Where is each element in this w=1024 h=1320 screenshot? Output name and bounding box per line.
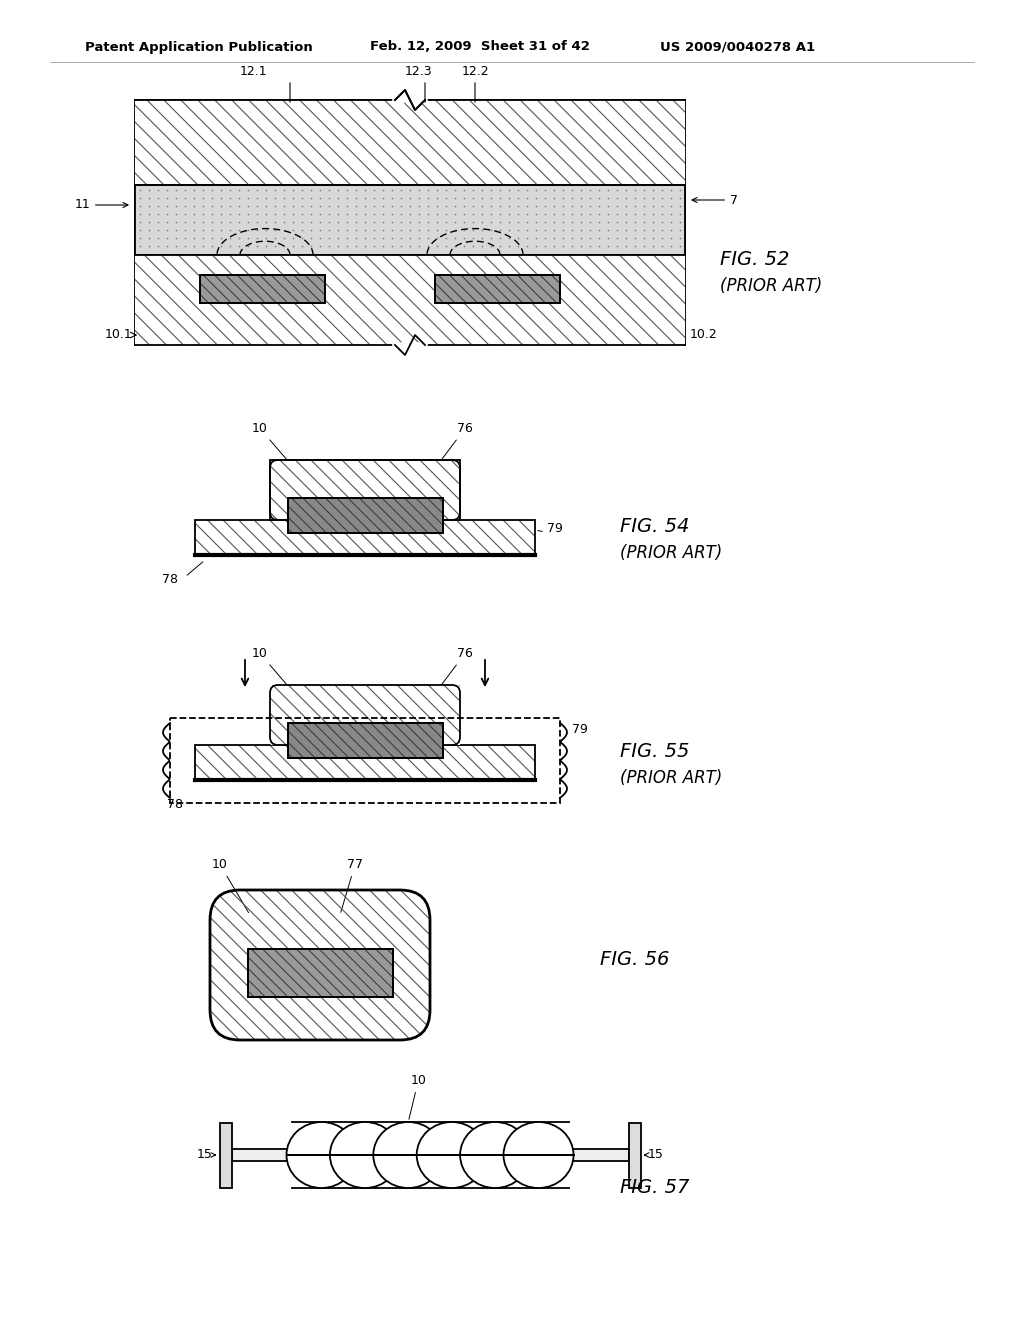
Text: FIG. 54: FIG. 54 — [620, 517, 689, 536]
Text: 76: 76 — [432, 422, 473, 473]
Text: 78: 78 — [167, 799, 183, 810]
Text: (PRIOR ART): (PRIOR ART) — [620, 544, 722, 562]
Text: US 2009/0040278 A1: US 2009/0040278 A1 — [660, 41, 815, 54]
Bar — [248, 949, 393, 997]
Ellipse shape — [287, 1122, 356, 1188]
Text: 12.3: 12.3 — [404, 65, 432, 78]
Bar — [195, 520, 535, 554]
Text: FIG. 55: FIG. 55 — [620, 742, 689, 762]
Bar — [200, 275, 325, 304]
Bar — [135, 255, 685, 345]
Ellipse shape — [374, 1122, 443, 1188]
Text: (PRIOR ART): (PRIOR ART) — [620, 770, 722, 787]
Text: 78: 78 — [162, 573, 178, 586]
Text: 77: 77 — [341, 858, 362, 912]
Bar — [135, 185, 685, 255]
Text: 10: 10 — [252, 422, 298, 473]
Bar — [288, 498, 443, 533]
Text: 10.1: 10.1 — [104, 329, 132, 342]
Ellipse shape — [330, 1122, 400, 1188]
Bar — [288, 723, 443, 758]
Text: FIG. 56: FIG. 56 — [600, 950, 670, 969]
Text: 10: 10 — [252, 647, 298, 698]
Bar — [248, 949, 393, 997]
Text: 79: 79 — [547, 521, 563, 535]
Ellipse shape — [417, 1122, 486, 1188]
Bar — [435, 275, 560, 304]
Bar — [195, 744, 535, 780]
Ellipse shape — [504, 1122, 573, 1188]
Text: FIG. 57: FIG. 57 — [620, 1177, 689, 1197]
Bar — [270, 685, 460, 744]
Ellipse shape — [460, 1122, 530, 1188]
Text: Patent Application Publication: Patent Application Publication — [85, 41, 312, 54]
Bar — [219, 1123, 231, 1188]
Bar — [435, 275, 560, 304]
Bar — [135, 100, 685, 185]
Bar — [170, 718, 560, 803]
Bar — [200, 275, 325, 304]
Text: (PRIOR ART): (PRIOR ART) — [720, 277, 822, 294]
Text: 12.2: 12.2 — [461, 65, 488, 78]
Text: 11: 11 — [75, 198, 128, 211]
Bar — [270, 459, 460, 520]
Bar — [288, 723, 443, 758]
FancyBboxPatch shape — [210, 890, 430, 1040]
Bar — [195, 520, 535, 554]
Text: 10.2: 10.2 — [690, 329, 718, 342]
Bar — [629, 1123, 640, 1188]
Text: 15: 15 — [647, 1148, 664, 1162]
Text: Feb. 12, 2009  Sheet 31 of 42: Feb. 12, 2009 Sheet 31 of 42 — [370, 41, 590, 54]
Text: 10: 10 — [409, 1074, 426, 1119]
Bar — [195, 744, 535, 780]
Text: 15: 15 — [197, 1148, 212, 1162]
Text: 79: 79 — [572, 723, 588, 737]
Bar — [288, 498, 443, 533]
Text: 76: 76 — [432, 647, 473, 698]
Text: 12.1: 12.1 — [240, 65, 267, 78]
Bar — [270, 459, 460, 520]
Text: FIG. 52: FIG. 52 — [720, 249, 790, 269]
Text: 10: 10 — [212, 858, 249, 912]
Bar — [231, 1148, 629, 1162]
Text: 7: 7 — [692, 194, 738, 206]
